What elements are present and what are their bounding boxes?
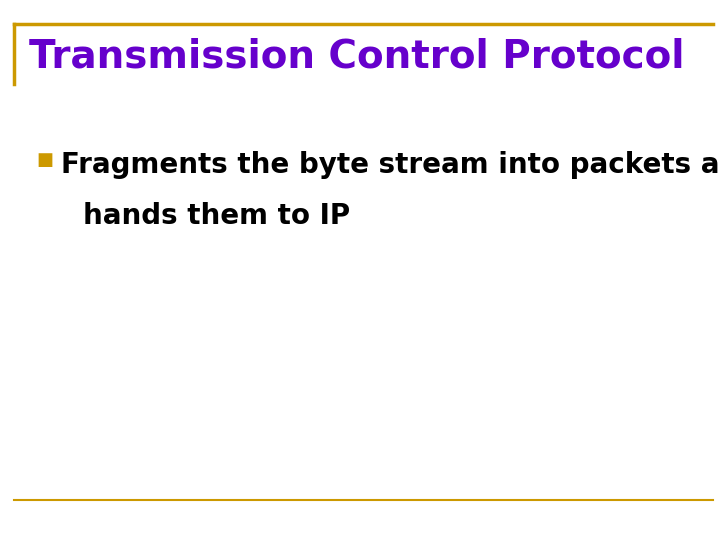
Text: Transmission Control Protocol: Transmission Control Protocol [29, 38, 684, 76]
Text: hands them to IP: hands them to IP [83, 202, 350, 231]
Text: Fragments the byte stream into packets and: Fragments the byte stream into packets a… [61, 151, 720, 179]
Text: ■: ■ [36, 151, 53, 169]
